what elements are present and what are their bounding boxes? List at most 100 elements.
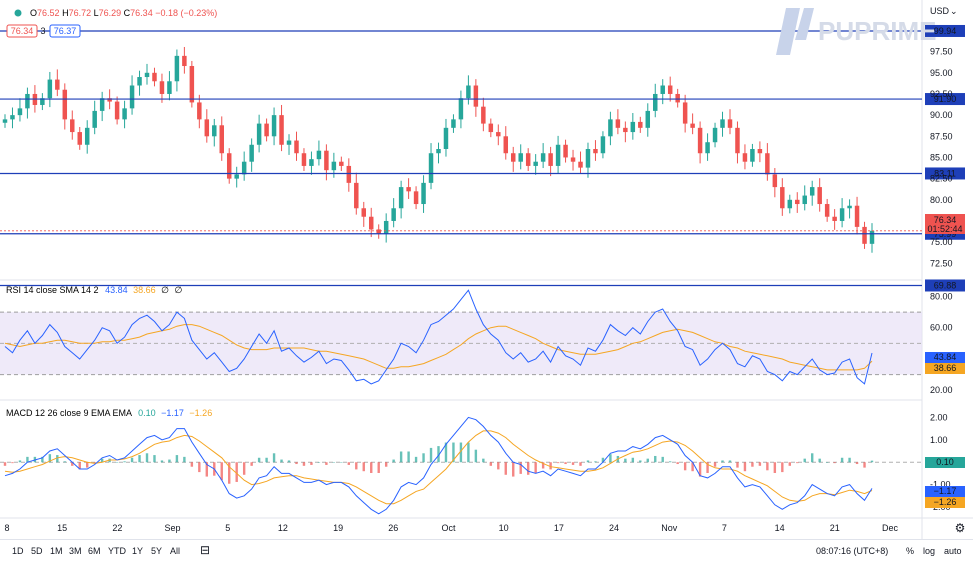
macd-hist-bar bbox=[803, 458, 806, 463]
macd-hist-bar bbox=[811, 453, 814, 463]
range-all[interactable]: All bbox=[170, 546, 181, 556]
bid-ask-box[interactable]: 76.34 3 76.37 bbox=[6, 24, 81, 38]
time-label: 26 bbox=[388, 523, 398, 533]
macd-hist-bar bbox=[541, 462, 545, 469]
candle bbox=[197, 102, 202, 120]
candle bbox=[391, 208, 396, 221]
rsi-tick: 80.00 bbox=[930, 291, 953, 301]
macd-hist-bar bbox=[265, 457, 268, 463]
range-5d[interactable]: 5D bbox=[31, 546, 43, 556]
macd-hist-bar bbox=[840, 457, 844, 463]
candle bbox=[129, 85, 135, 109]
candle bbox=[510, 153, 516, 162]
bottom-toolbar: 1D 5D 1M 3M 6M YTD 1Y 5Y All ⊟ 08:07:16 … bbox=[0, 539, 973, 564]
macd-hist-bar bbox=[758, 462, 762, 466]
candle bbox=[854, 205, 860, 227]
candle bbox=[376, 229, 381, 234]
candle bbox=[55, 79, 60, 90]
macd-hist-bar bbox=[743, 462, 747, 472]
symbol-legend[interactable]: O76.52 H76.72 L76.29 C76.34 −0.18 (−0.23… bbox=[14, 8, 218, 18]
macd-signal-line bbox=[4, 430, 873, 505]
candle bbox=[107, 98, 112, 102]
candle bbox=[585, 149, 591, 168]
range-5y[interactable]: 5Y bbox=[151, 546, 163, 556]
macd-lines bbox=[3, 416, 874, 515]
candle bbox=[413, 191, 419, 205]
macd-hist-bar bbox=[160, 460, 164, 463]
candle bbox=[712, 127, 718, 143]
candle bbox=[600, 136, 606, 154]
macd-hist-bar bbox=[698, 462, 702, 477]
candle bbox=[10, 115, 15, 120]
candle bbox=[727, 119, 733, 128]
date-range-icon[interactable]: ⊟ bbox=[200, 543, 211, 557]
last-price-value: 76.34 bbox=[934, 215, 957, 225]
candle bbox=[264, 123, 269, 137]
ask-box[interactable] bbox=[49, 24, 81, 38]
macd-hist-bar bbox=[818, 458, 821, 463]
candle bbox=[294, 140, 299, 154]
range-1d[interactable]: 1D bbox=[12, 546, 24, 556]
gear-icon[interactable]: ⚙ bbox=[955, 521, 966, 535]
macd-hist-bar bbox=[661, 456, 664, 463]
macd-hist-bar bbox=[639, 460, 642, 463]
range-6m[interactable]: 6M bbox=[88, 546, 101, 556]
price-axis[interactable] bbox=[922, 0, 973, 539]
rsi-badge: 43.84 bbox=[934, 352, 957, 362]
macd-hist-bar bbox=[145, 453, 149, 463]
log-toggle[interactable]: log bbox=[923, 546, 936, 556]
time-label: 24 bbox=[609, 523, 619, 533]
range-3m[interactable]: 3M bbox=[69, 546, 82, 556]
candle bbox=[92, 110, 97, 128]
candle bbox=[70, 119, 75, 133]
macd-hist-bar bbox=[355, 462, 358, 470]
macd-hist-bar bbox=[399, 451, 403, 463]
level-badge bbox=[925, 167, 965, 180]
macd-hist-bar bbox=[788, 462, 791, 466]
range-1m[interactable]: 1M bbox=[50, 546, 63, 556]
range-1y[interactable]: 1Y bbox=[132, 546, 144, 556]
candle bbox=[720, 119, 725, 128]
macd-hist-bar bbox=[676, 462, 679, 465]
macd-hist-bar bbox=[713, 462, 717, 467]
candle bbox=[615, 119, 621, 128]
candle bbox=[204, 119, 210, 137]
macd-hist-bar bbox=[153, 455, 156, 463]
time-label: 21 bbox=[830, 523, 840, 533]
candle bbox=[309, 159, 314, 166]
auto-toggle[interactable]: auto bbox=[944, 546, 962, 556]
currency-selector[interactable]: USD bbox=[930, 6, 950, 16]
percent-toggle[interactable]: % bbox=[906, 546, 915, 556]
chevron-down-icon[interactable]: ⌄ bbox=[950, 6, 958, 16]
time-label: 5 bbox=[225, 523, 230, 533]
macd-hist-bar bbox=[467, 442, 470, 463]
candle bbox=[473, 85, 479, 107]
candle bbox=[40, 98, 45, 105]
candle bbox=[481, 106, 486, 124]
clock[interactable]: 08:07:16 (UTC+8) bbox=[816, 546, 889, 556]
bid-box[interactable] bbox=[6, 24, 38, 38]
candle bbox=[862, 226, 867, 244]
candle bbox=[780, 187, 785, 209]
macd-hist-bar bbox=[728, 460, 732, 463]
macd-legend[interactable]: MACD 12 26 close 9 EMA EMA 0.10 −1.17 −1… bbox=[6, 408, 212, 418]
macd-hist-bar bbox=[183, 456, 186, 463]
candle bbox=[451, 119, 456, 128]
rsi-legend[interactable]: RSI 14 close SMA 14 2 43.84 38.66 ∅ ∅ bbox=[6, 285, 183, 295]
level-badge bbox=[925, 93, 965, 106]
candle bbox=[159, 81, 165, 94]
macd-signal-badge: −1.26 bbox=[934, 497, 957, 507]
macd-hist-bar bbox=[175, 455, 179, 463]
candle bbox=[645, 110, 651, 128]
macd-hist-bar bbox=[571, 462, 575, 465]
macd-hist-bar bbox=[654, 455, 657, 463]
candle-series bbox=[2, 46, 875, 253]
candle bbox=[705, 142, 710, 154]
macd-hist-bar bbox=[407, 451, 410, 463]
candle bbox=[219, 125, 224, 154]
macd-hist-bar bbox=[646, 458, 649, 463]
macd-hist-bar bbox=[579, 462, 582, 466]
range-ytd[interactable]: YTD bbox=[108, 546, 126, 556]
macd-hist-bar bbox=[257, 457, 261, 463]
